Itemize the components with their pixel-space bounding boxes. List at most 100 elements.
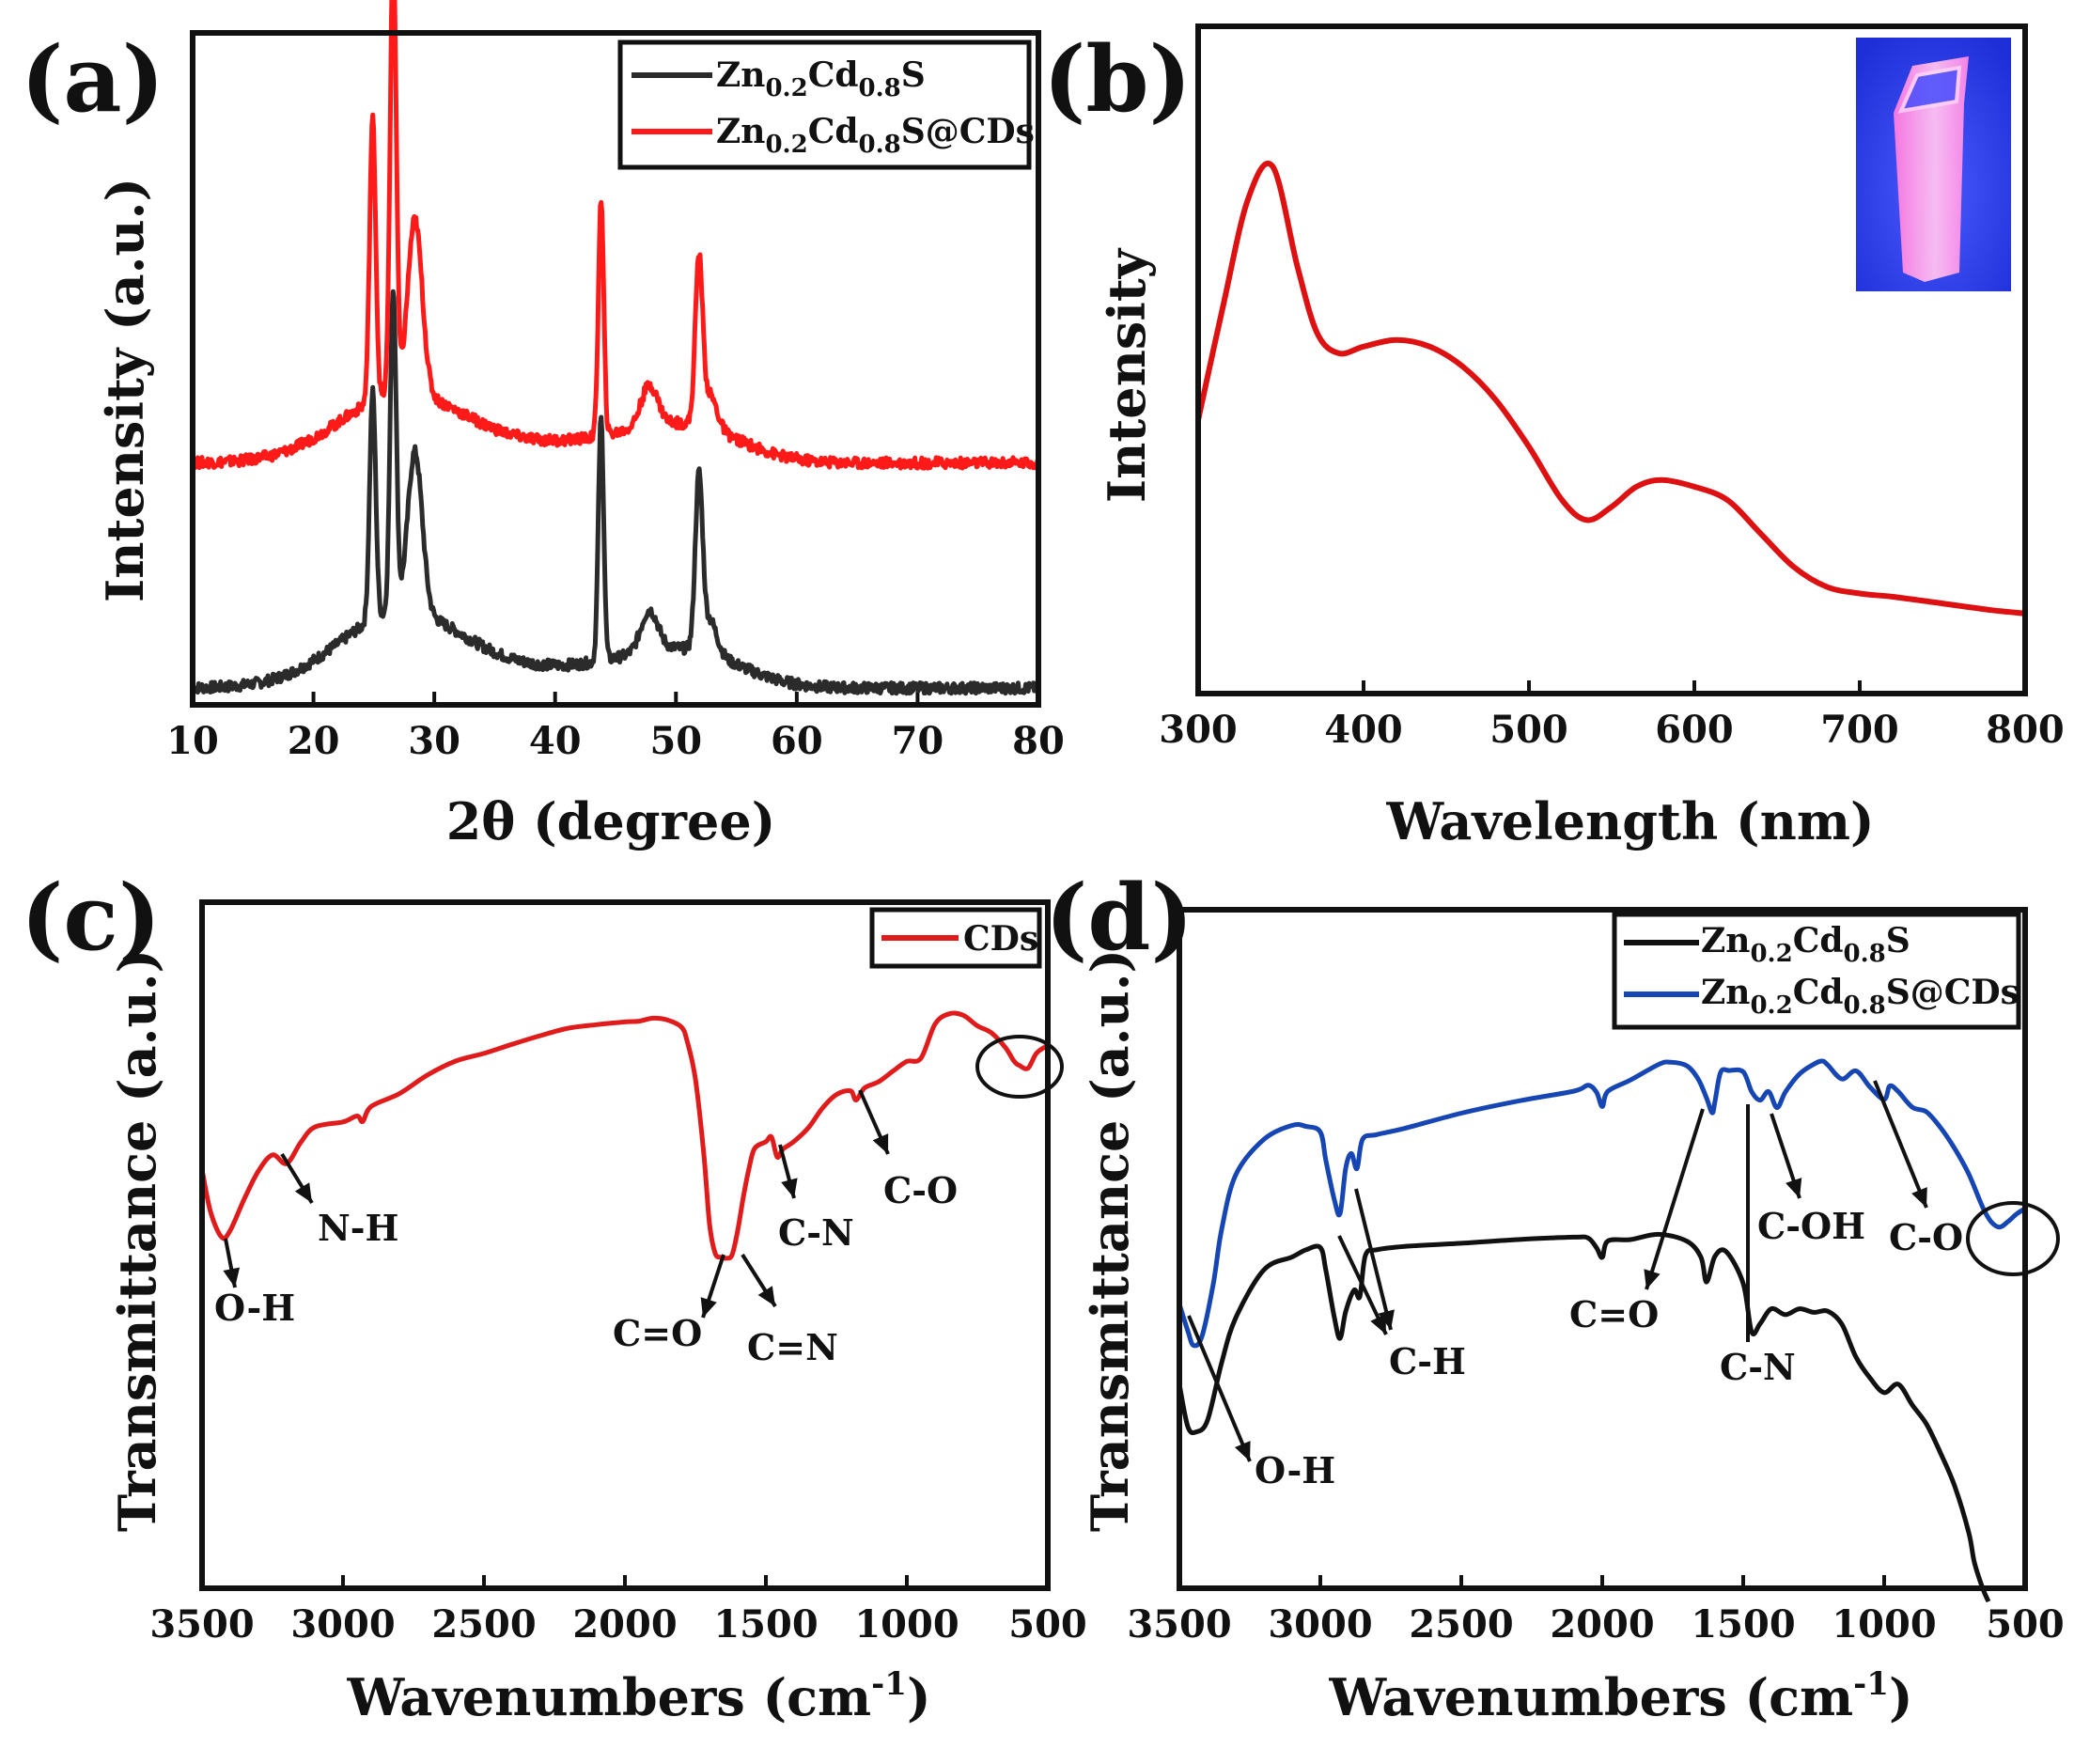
highlight-circle-d [1966, 1201, 2060, 1276]
arrow-d-coh [1770, 1113, 1802, 1199]
xlabel-c: Wavenumbers (cm-1) [346, 1665, 930, 1727]
arrow-d-ch-2 [1354, 1188, 1395, 1331]
xticks-b: 300 400 500 600 700 800 [1159, 680, 2065, 752]
annotation-d-coh: C-OH [1757, 1205, 1865, 1247]
arrow-c-co-double [700, 1254, 725, 1319]
annotation-c-oh: O-H [214, 1287, 295, 1329]
xtick-label-c-4: 1500 [713, 1602, 818, 1647]
series-line-a-1 [190, 0, 1041, 471]
arrow-d-oh [1187, 1315, 1252, 1462]
legend-a: Zn0.2Cd0.8S Zn0.2Cd0.8S@CDs [617, 39, 1035, 170]
xtick-label-a-0: 10 [166, 719, 219, 763]
xticks-a: 10 20 30 40 50 60 70 80 [166, 692, 1065, 763]
axes-frame-b [1195, 23, 2028, 696]
xtick-label-c-5: 1000 [854, 1602, 959, 1647]
axes-frame-c [199, 899, 1051, 1591]
arrow-c-oh [223, 1238, 241, 1288]
xtick-label-d-5: 1000 [1832, 1602, 1936, 1647]
series-line-d-1 [1177, 1058, 2027, 1349]
xlabel-b: Wavelength (nm) [1385, 791, 1874, 851]
plot-area-d [1177, 1058, 2027, 1603]
arrow-d-ch-1 [1337, 1235, 1388, 1335]
xtick-label-a-5: 60 [771, 719, 823, 763]
panel-b: (b) Intensity Wavelength (nm) 300 400 500 6… [1043, 23, 2065, 851]
legend-box-a [617, 39, 1032, 170]
series-line-c-0 [199, 1010, 1050, 1261]
panel-label-a: (a) [21, 26, 164, 133]
arrow-c-co [858, 1089, 890, 1155]
legend-entry-c-0: CDs [963, 919, 1038, 959]
panel-label-d: (d) [1045, 865, 1193, 971]
xtick-label-a-4: 50 [649, 719, 702, 763]
xtick-label-b-0: 300 [1159, 708, 1238, 752]
annotations-d: O-H C-H C=O C-N C-OH C-O [1187, 1080, 2060, 1491]
legend-d: Zn0.2Cd0.8S Zn0.2Cd0.8S@CDs [1612, 912, 2021, 1030]
legend-entry-d-1: Zn0.2Cd0.8S@CDs [1701, 973, 2019, 1020]
arrow-d-co-double [1644, 1108, 1705, 1290]
annotation-c-co-double: C=O [613, 1312, 702, 1354]
xtick-label-c-0: 3500 [149, 1602, 254, 1647]
legend-box-d [1612, 912, 2021, 1030]
arrow-c-cn-double [741, 1253, 777, 1308]
xtick-label-d-3: 2000 [1550, 1602, 1654, 1647]
xtick-label-c-6: 500 [1008, 1602, 1087, 1647]
xtick-label-a-1: 20 [288, 719, 340, 763]
xtick-label-d-0: 3500 [1127, 1602, 1231, 1647]
legend-entry-d-0: Zn0.2Cd0.8S [1701, 921, 1910, 968]
annotation-d-ch: C-H [1389, 1340, 1466, 1382]
xticks-d: 3500 3000 2500 2000 1500 1000 500 [1127, 1575, 2065, 1647]
panel-a: (a) Intensity (a.u.) 2θ (degree) 10 20 30 4… [21, 0, 1065, 851]
arrow-c-cn [778, 1144, 798, 1199]
panel-c: (c) Transmittance (a.u.) Wavenumbers (cm… [21, 865, 1087, 1727]
series-line-a-0 [191, 289, 1041, 696]
arrow-c-nh [280, 1152, 314, 1205]
xtick-label-a-2: 30 [408, 719, 460, 763]
xlabel-d: Wavenumbers (cm-1) [1328, 1665, 1912, 1727]
xtick-label-b-1: 400 [1324, 708, 1403, 752]
xlabel-a: 2θ (degree) [446, 791, 776, 851]
panel-label-b: (b) [1043, 26, 1192, 133]
xtick-label-d-6: 500 [1986, 1602, 2065, 1647]
plot-area-a [190, 0, 1041, 696]
xtick-label-a-7: 80 [1012, 719, 1065, 763]
annotation-d-cn: C-N [1720, 1346, 1796, 1388]
series-line-b-0 [1195, 160, 2026, 617]
xtick-label-b-5: 800 [1986, 708, 2065, 752]
xtick-label-a-6: 70 [892, 719, 944, 763]
plot-area-c [199, 1010, 1050, 1261]
xtick-label-d-1: 3000 [1268, 1602, 1372, 1647]
legend-entry-a-0: Zn0.2Cd0.8S [716, 55, 926, 102]
annotation-c-nh: N-H [318, 1207, 398, 1249]
xtick-label-d-2: 2500 [1409, 1602, 1513, 1647]
series-line-d-0 [1177, 1231, 1991, 1603]
annotation-d-co-double: C=O [1569, 1293, 1659, 1335]
panel-label-c: (c) [21, 865, 161, 971]
xtick-label-c-3: 2000 [572, 1602, 677, 1647]
annotation-c-co: C-O [883, 1169, 958, 1211]
annotation-d-oh: O-H [1255, 1449, 1335, 1491]
legend-entry-a-1: Zn0.2Cd0.8S@CDs [716, 112, 1035, 159]
cuvette-opening [1897, 65, 1962, 114]
ylabel-d: Transmittance (a.u.) [1080, 949, 1140, 1532]
plot-area-b [1195, 160, 2026, 617]
ylabel-a: Intensity (a.u.) [95, 178, 155, 602]
legend-c: CDs [869, 907, 1042, 969]
panel-d: (d) Transmittance (a.u.) Wavenumbers (cm… [1045, 865, 2065, 1727]
annotation-c-cn: C-N [778, 1211, 854, 1254]
ylabel-b: Intensity [1097, 247, 1157, 503]
xtick-label-a-3: 40 [529, 719, 582, 763]
xtick-label-c-1: 3000 [290, 1602, 395, 1647]
highlight-circle-c [975, 1035, 1064, 1099]
annotation-c-cn-double: C=N [747, 1326, 838, 1368]
annotations-c: O-H N-H C=O C=N C-N C-O [214, 1035, 1064, 1368]
xtick-label-b-2: 500 [1489, 708, 1568, 752]
xtick-label-b-3: 600 [1655, 708, 1734, 752]
xticks-c: 3500 3000 2500 2000 1500 1000 500 [149, 1575, 1087, 1647]
xtick-label-b-4: 700 [1820, 708, 1899, 752]
xtick-label-d-4: 1500 [1691, 1602, 1795, 1647]
axes-frame-d [1177, 907, 2028, 1591]
annotation-d-co: C-O [1889, 1216, 1963, 1258]
xtick-label-c-2: 2500 [431, 1602, 536, 1647]
cuvette-shape [1894, 56, 1969, 282]
